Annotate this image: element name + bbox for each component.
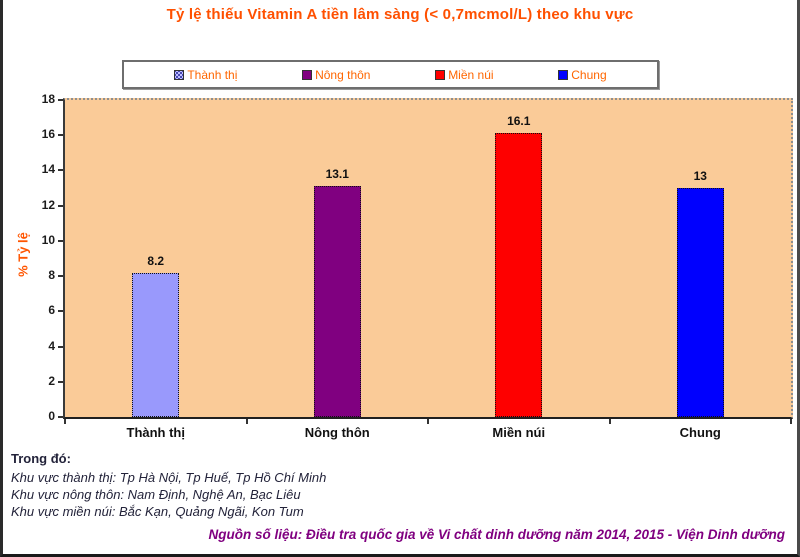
y-tick-label: 14 <box>41 162 55 177</box>
x-category-label: Thành thị <box>126 425 186 440</box>
legend-label: Thành thị <box>187 67 238 82</box>
x-tick-mark <box>245 419 248 424</box>
x-category-label: Miền núi <box>492 425 546 440</box>
legend-label: Miền núi <box>448 67 494 82</box>
y-tick-label: 6 <box>48 303 55 318</box>
legend-swatch-icon <box>302 69 313 80</box>
footnote-line-urban: Khu vực thành thị: Tp Hà Nội, Tp Huế, Tp… <box>11 470 327 485</box>
x-tick-mark <box>64 419 66 424</box>
legend-item-4: Chung <box>558 67 607 82</box>
y-tick-label: 2 <box>48 373 55 388</box>
chart-title: Tỷ lệ thiếu Vitamin A tiền lâm sàng (< 0… <box>166 6 634 23</box>
legend-label: Chung <box>571 67 607 82</box>
x-tick-mark <box>608 419 611 424</box>
y-tick-label: 12 <box>41 197 55 212</box>
y-tick-label: 16 <box>41 127 55 142</box>
x-category-label: Chung <box>679 425 721 440</box>
legend-item-3: Miền núi <box>435 67 494 82</box>
legend-swatch-icon <box>174 69 185 80</box>
legend-box: Thành thị Nông thôn Miền núi Chung <box>122 60 659 89</box>
plot-area <box>63 98 793 419</box>
y-tick-label: 18 <box>41 92 55 106</box>
y-tick-label: 0 <box>48 409 55 423</box>
y-tick-label: 4 <box>48 338 55 353</box>
y-axis-title: % Tỷ lệ <box>15 232 31 277</box>
legend-swatch-icon <box>558 69 569 80</box>
legend-item-1: Thành thị <box>174 68 237 82</box>
footnote-heading: Trong đó: <box>11 451 71 466</box>
footnote-line-rural: Khu vực nông thôn: Nam Định, Nghệ An, Bạ… <box>11 487 301 502</box>
footnote: Trong đó: Khu vực thành thị: Tp Hà Nội, … <box>11 450 326 520</box>
x-category-label: Nông thôn <box>304 425 370 440</box>
data-source-note: Nguồn số liệu: Điều tra quốc gia về Vi c… <box>208 527 786 542</box>
legend-item-2: Nông thôn <box>302 68 370 82</box>
x-tick-mark <box>427 419 429 424</box>
legend-label: Nông thôn <box>315 67 371 82</box>
footnote-line-mountain: Khu vực miền núi: Bắc Kạn, Quảng Ngãi, K… <box>11 504 304 519</box>
x-tick-mark <box>790 419 792 424</box>
legend-swatch-icon <box>435 69 446 80</box>
